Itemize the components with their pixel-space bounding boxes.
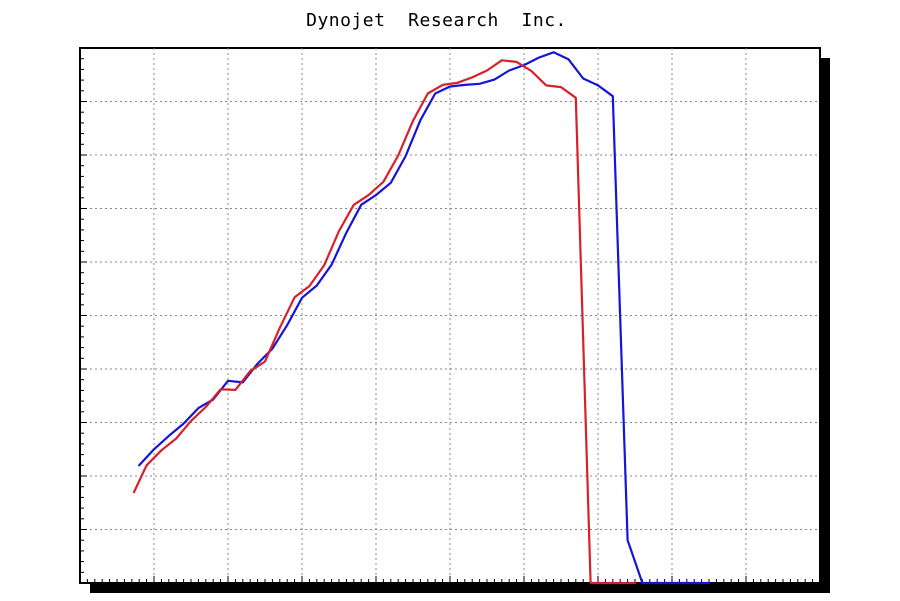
series-lines [132, 51, 711, 585]
series-line-2 [132, 59, 637, 585]
grid [80, 48, 820, 583]
chart-title: Dynojet Research Inc. [306, 10, 567, 31]
series-line-1 [138, 51, 711, 585]
